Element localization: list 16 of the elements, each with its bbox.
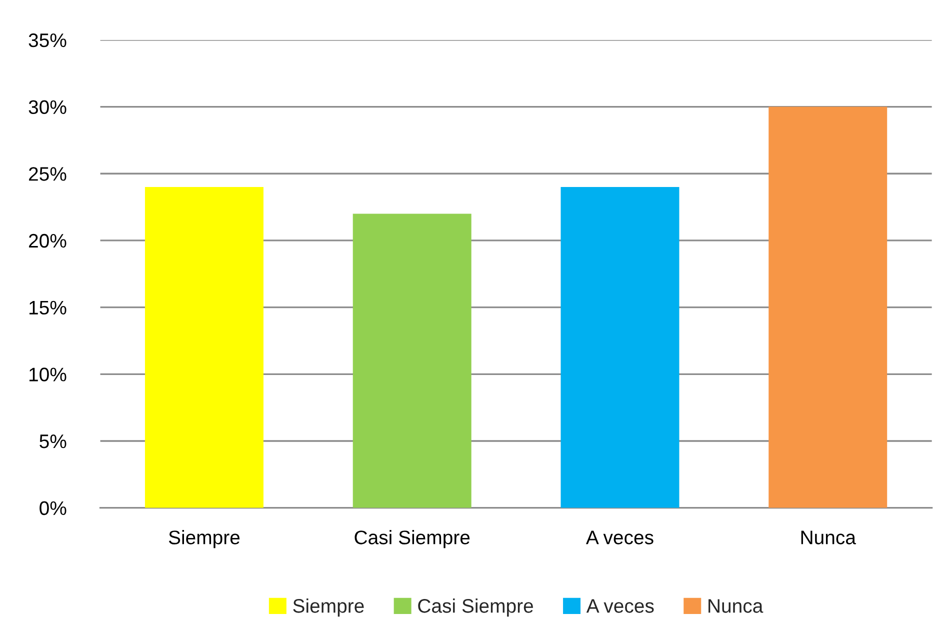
y-tick-label: 0% [40,501,66,516]
y-tick-label: 20% [29,234,66,248]
y-tick-label: 30% [28,100,66,114]
legend-label: Siempre [293,598,364,617]
y-tick-label: 25% [29,167,66,181]
legend-label: A veces [586,599,654,613]
x-tick-label: Nunca [801,530,856,544]
y-tick-label: 15% [30,300,66,315]
y-tick-label: 10% [30,368,66,382]
x-tick-label: Casi Siempre [354,530,470,548]
y-tick-label: 5% [40,434,66,448]
y-tick-label: 35% [28,33,66,48]
legend-label: Nunca [708,599,764,613]
x-tick-label: A veces [586,530,654,544]
legend-label: Casi Siempre [418,598,533,617]
x-tick-label: Siempre [168,530,240,548]
